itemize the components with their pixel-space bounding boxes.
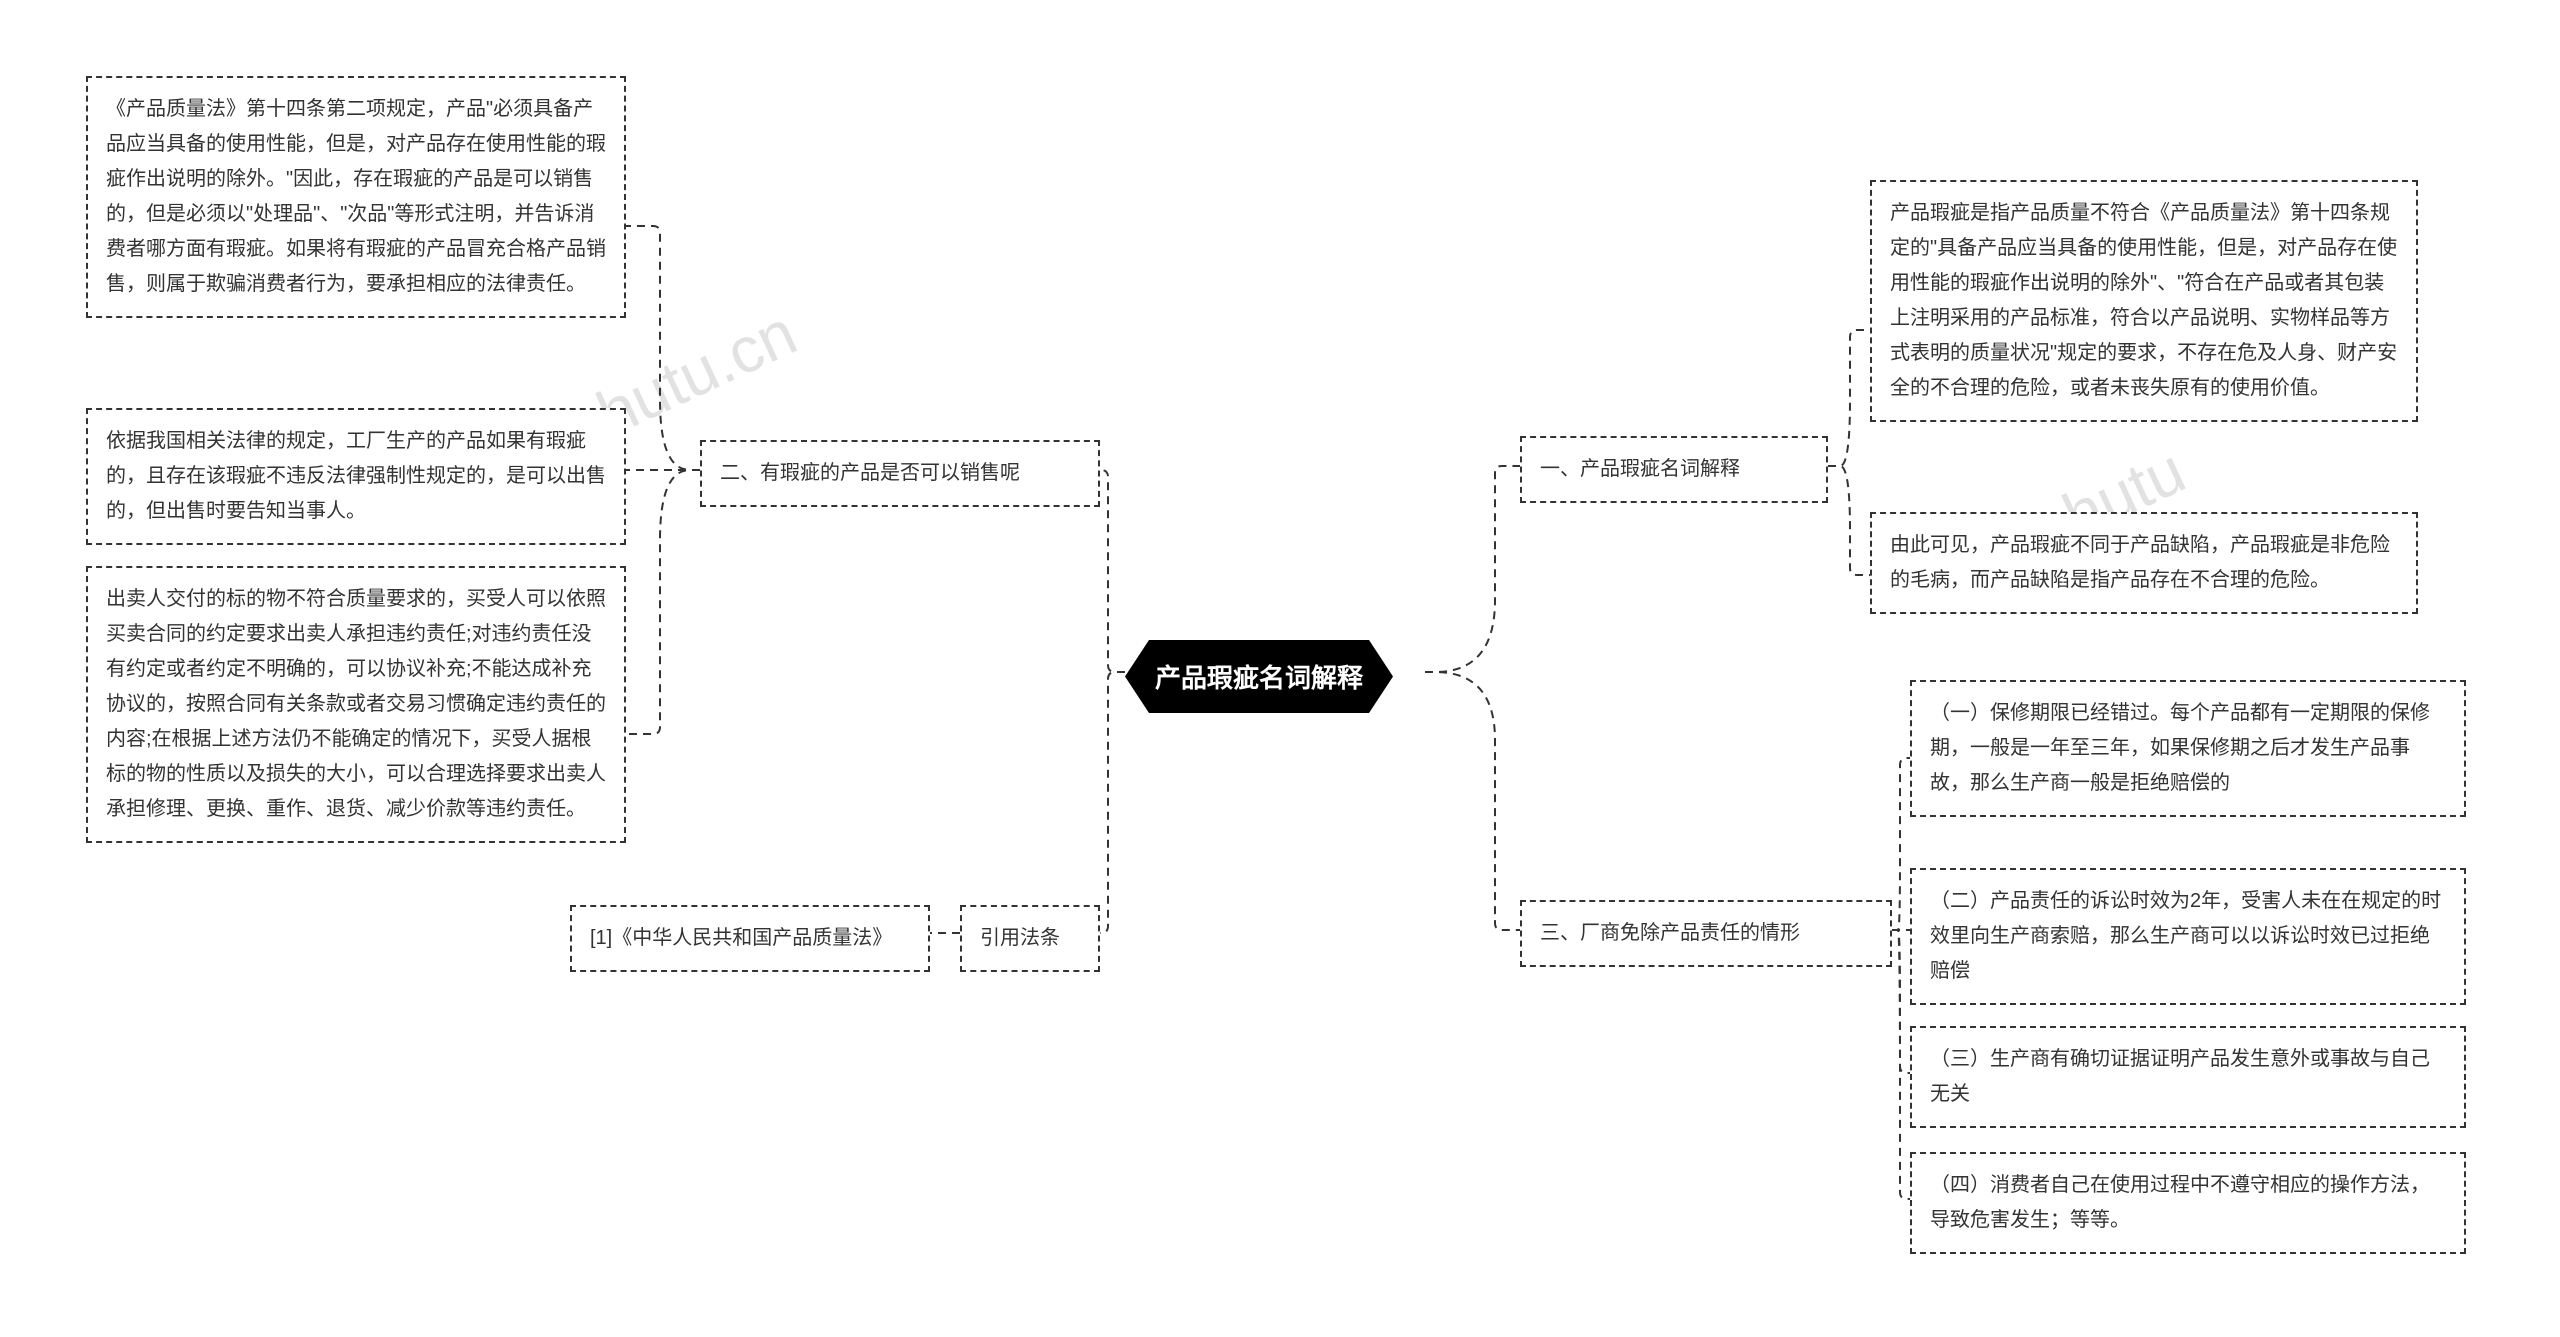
center-node[interactable]: 产品瑕疵名词解释 xyxy=(1125,640,1393,713)
leaf-def-2[interactable]: 由此可见，产品瑕疵不同于产品缺陷，产品瑕疵是非危险的毛病，而产品缺陷是指产品存在… xyxy=(1870,512,2418,614)
leaf-def-1[interactable]: 产品瑕疵是指产品质量不符合《产品质量法》第十四条规定的"具备产品应当具备的使用性… xyxy=(1870,180,2418,422)
leaf-exempt-1[interactable]: （一）保修期限已经错过。每个产品都有一定期限的保修期，一般是一年至三年，如果保修… xyxy=(1910,680,2466,817)
branch-sell-question[interactable]: 二、有瑕疵的产品是否可以销售呢 xyxy=(700,440,1100,507)
leaf-citation[interactable]: [1]《中华人民共和国产品质量法》 xyxy=(570,905,930,972)
branch-exempt[interactable]: 三、厂商免除产品责任的情形 xyxy=(1520,900,1892,967)
leaf-exempt-2[interactable]: （二）产品责任的诉讼时效为2年，受害人未在在规定的时效里向生产商索赔，那么生产商… xyxy=(1910,868,2466,1005)
conn-r1-a xyxy=(1828,330,1870,466)
leaf-sell-1[interactable]: 《产品质量法》第十四条第二项规定，产品"必须具备产品应当具备的使用性能，但是，对… xyxy=(86,76,626,318)
leaf-sell-3[interactable]: 出卖人交付的标的物不符合质量要求的，买受人可以依照买卖合同的约定要求出卖人承担违… xyxy=(86,566,626,843)
conn-l1-c xyxy=(626,470,700,734)
conn-r2-d xyxy=(1892,930,1910,1199)
leaf-exempt-3[interactable]: （三）生产商有确切证据证明产品发生意外或事故与自己无关 xyxy=(1910,1026,2466,1128)
mindmap-canvas: 树图 shutu.cn 树图 shutu 产品瑕疵名词解释 二、有瑕疵的产品是否… xyxy=(0,0,2560,1337)
conn-center-r1 xyxy=(1425,466,1520,672)
conn-r1-b xyxy=(1828,466,1870,575)
leaf-exempt-4[interactable]: （四）消费者自己在使用过程中不遵守相应的操作方法，导致危害发生；等等。 xyxy=(1910,1152,2466,1254)
conn-r2-c xyxy=(1892,930,1910,1073)
conn-center-r2 xyxy=(1425,672,1520,930)
leaf-sell-2[interactable]: 依据我国相关法律的规定，工厂生产的产品如果有瑕疵的，且存在该瑕疵不违反法律强制性… xyxy=(86,408,626,545)
conn-r2-a xyxy=(1892,758,1910,930)
conn-center-left2 xyxy=(1100,672,1125,933)
branch-definition[interactable]: 一、产品瑕疵名词解释 xyxy=(1520,436,1828,503)
conn-l1-a xyxy=(626,226,700,470)
branch-citation[interactable]: 引用法条 xyxy=(960,905,1100,972)
conn-center-left1 xyxy=(1100,470,1125,672)
